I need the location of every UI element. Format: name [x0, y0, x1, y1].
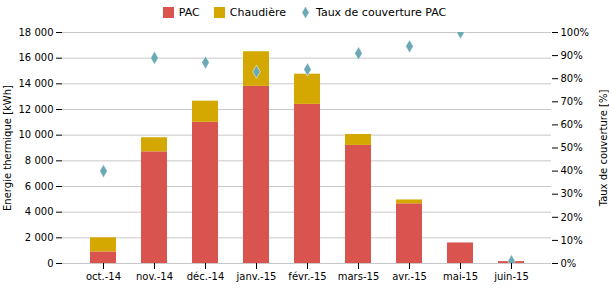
svg-text:6 000: 6 000	[25, 181, 54, 192]
svg-text:70%: 70%	[561, 96, 583, 107]
svg-text:60%: 60%	[561, 119, 583, 130]
svg-text:18 000: 18 000	[19, 27, 54, 38]
svg-text:100%: 100%	[561, 27, 590, 38]
svg-text:oct.-14: oct.-14	[86, 271, 121, 282]
svg-text:90%: 90%	[561, 50, 583, 61]
svg-text:4 000: 4 000	[25, 206, 54, 217]
svg-text:2 000: 2 000	[25, 232, 54, 243]
svg-text:mai-15: mai-15	[443, 271, 478, 282]
svg-text:12 000: 12 000	[19, 104, 54, 115]
svg-text:0: 0	[47, 258, 53, 269]
svg-text:14 000: 14 000	[19, 78, 54, 89]
svg-text:30%: 30%	[561, 188, 583, 199]
svg-text:avr.-15: avr.-15	[392, 271, 427, 282]
svg-text:50%: 50%	[561, 142, 583, 153]
svg-text:Taux de couverture [%]: Taux de couverture [%]	[598, 90, 609, 208]
svg-text:déc.-14: déc.-14	[187, 271, 225, 282]
html-text:Chaudière: Chaudière	[229, 5, 286, 19]
svg-text:40%: 40%	[561, 165, 583, 176]
svg-text:juin-15: juin-15	[493, 271, 529, 282]
html-text:PAC: PAC	[178, 5, 200, 19]
svg-text:20%: 20%	[561, 212, 583, 223]
svg-text:janv.-15: janv.-15	[236, 271, 277, 282]
svg-text:nov.-14: nov.-14	[136, 271, 173, 282]
svg-text:Energie thermique [kWh]: Energie thermique [kWh]	[2, 85, 13, 211]
html-text:Taux de couverture PAC: Taux de couverture PAC	[316, 5, 447, 19]
svg-text:mars-15: mars-15	[338, 271, 380, 282]
svg-text:0%: 0%	[561, 258, 577, 269]
svg-text:10%: 10%	[561, 235, 583, 246]
svg-text:févr.-15: févr.-15	[288, 271, 326, 282]
svg-text:10 000: 10 000	[19, 129, 54, 140]
svg-text:16 000: 16 000	[19, 52, 54, 63]
svg-text:8 000: 8 000	[25, 155, 54, 166]
svg-text:80%: 80%	[561, 73, 583, 84]
